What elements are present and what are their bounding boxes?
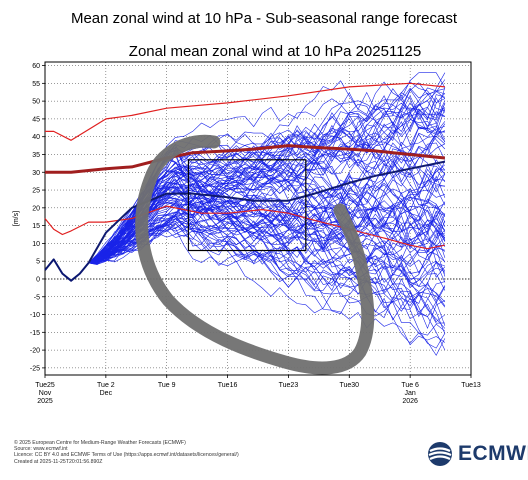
y-tick-label: 55	[32, 81, 40, 88]
x-tick-label: Tue 6	[401, 382, 419, 389]
y-tick-label: -5	[34, 294, 40, 301]
credits-line: Created at 2025-11-25T20:01:56.890Z	[14, 458, 103, 465]
y-tick-label: 45	[32, 116, 40, 123]
y-tick-label: -10	[30, 312, 40, 319]
climatology-mean-line	[45, 144, 446, 174]
y-tick-label: 25	[32, 188, 40, 195]
y-tick-label: 0	[36, 276, 40, 283]
y-tick-label: 15	[32, 223, 40, 230]
y-tick-label: -15	[30, 330, 40, 337]
y-tick-label: 20	[32, 205, 40, 212]
x-tick-label: Nov	[39, 390, 52, 397]
climatology-upper-line	[45, 82, 445, 141]
y-axis-label: [m/s]	[13, 211, 20, 226]
analysis-line	[44, 258, 90, 282]
x-tick-label: Tue30	[339, 382, 359, 389]
freehand-loop-annotation	[135, 134, 375, 375]
x-tick-label: 2025	[37, 398, 53, 405]
credits-line: Source: www.ecmwf.int	[14, 446, 68, 453]
x-tick-label: Tue 9	[158, 382, 176, 389]
ensemble-mean-line	[87, 160, 446, 264]
highlight-rectangle	[187, 159, 307, 252]
x-tick-label: Tue 2	[97, 382, 115, 389]
y-tick-label: 40	[32, 134, 40, 141]
x-tick-label: Tue16	[218, 382, 238, 389]
chart-title: Zonal mean zonal wind at 10 hPa 20251125	[128, 43, 422, 60]
y-tick-label: 60	[32, 63, 40, 70]
credits-line: © 2025 European Centre for Medium-Range …	[14, 440, 186, 446]
ecmwf-logo: ECMWF	[427, 441, 528, 467]
x-tick-label: Tue13	[461, 382, 481, 389]
x-tick-label: Dec	[100, 390, 113, 397]
x-tick-label: Tue25	[35, 382, 55, 389]
climatology-lower-line	[44, 205, 446, 250]
x-tick-label: 2026	[402, 398, 418, 405]
x-tick-label: Jan	[404, 390, 415, 397]
y-tick-label: 5	[36, 259, 40, 266]
y-tick-label: 10	[32, 241, 40, 248]
logo-text: ECMWF	[458, 442, 528, 465]
y-tick-label: 30	[32, 170, 40, 177]
y-tick-label: -25	[30, 365, 40, 372]
credits-line: Licence: CC BY 4.0 and ECMWF Terms of Us…	[14, 452, 239, 459]
y-tick-label: 35	[32, 152, 40, 159]
y-tick-label: 50	[32, 99, 40, 106]
credits: © 2025 European Centre for Medium-Range …	[14, 440, 239, 465]
globe-icon	[428, 442, 452, 466]
figure-title: Mean zonal wind at 10 hPa - Sub-seasonal…	[70, 10, 458, 27]
x-tick-label: Tue23	[279, 382, 299, 389]
y-tick-label: -20	[30, 348, 40, 355]
